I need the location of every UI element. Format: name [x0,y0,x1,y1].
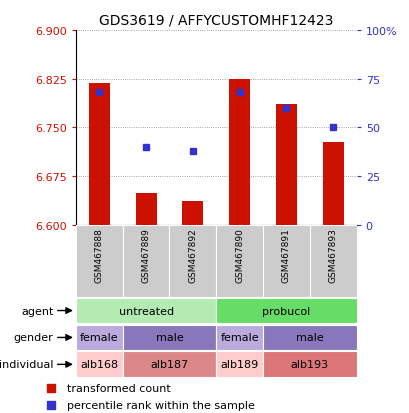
Bar [309,225,356,297]
Text: GSM467889: GSM467889 [141,227,150,282]
Bar [169,225,216,297]
Bar [263,351,356,377]
Bar [122,325,216,351]
Text: alb189: alb189 [220,359,258,370]
Bar [322,142,343,225]
Text: transformed count: transformed count [67,383,171,393]
Text: GSM467891: GSM467891 [281,227,290,282]
Text: GSM467888: GSM467888 [94,227,103,282]
Bar [216,225,263,297]
Bar [122,225,169,297]
Bar [76,298,216,324]
Bar [76,325,122,351]
Text: alb193: alb193 [290,359,328,370]
Text: probucol: probucol [262,306,310,316]
Text: male: male [155,332,183,343]
Text: agent: agent [21,306,53,316]
Text: percentile rank within the sample: percentile rank within the sample [67,400,254,410]
Text: female: female [220,332,258,343]
Bar [182,202,203,225]
Text: GSM467892: GSM467892 [188,227,197,282]
Title: GDS3619 / AFFYCUSTOMHF12423: GDS3619 / AFFYCUSTOMHF12423 [99,13,333,27]
Text: untreated: untreated [118,306,173,316]
Bar [135,194,156,225]
Bar [76,225,122,297]
Bar [122,351,216,377]
Text: alb187: alb187 [150,359,188,370]
Text: individual: individual [0,359,53,370]
Bar [275,105,296,225]
Text: female: female [80,332,118,343]
Bar [229,80,249,225]
Text: gender: gender [13,332,53,343]
Bar [216,298,356,324]
Text: GSM467893: GSM467893 [328,227,337,282]
Bar [216,351,263,377]
Text: alb168: alb168 [80,359,118,370]
Bar [216,325,263,351]
Bar [263,225,309,297]
Text: GSM467890: GSM467890 [235,227,244,282]
Bar [263,325,356,351]
Text: male: male [295,332,323,343]
Bar [76,351,122,377]
Bar [88,84,110,225]
